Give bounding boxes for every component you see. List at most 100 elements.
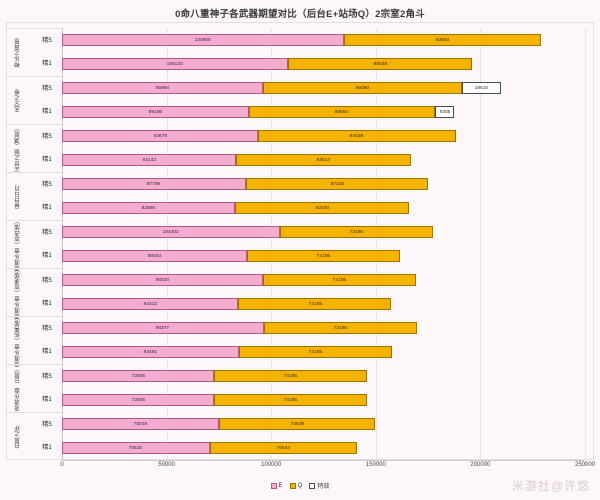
y-tier-label: 精1 (42, 60, 52, 68)
y-category-group: 流浪乐章（0层） 精5 精1 (6, 364, 62, 412)
bar-segment[interactable]: 72605 (62, 370, 214, 382)
y-tier-label: 精5 (42, 132, 52, 140)
y-tier-label: 精5 (42, 84, 52, 92)
y-tier-labels: 精5 精1 (32, 125, 62, 172)
bar-value-label: 83817 (316, 156, 331, 162)
bar-segment[interactable]: 108133 (62, 58, 289, 70)
legend-swatch-icon (270, 482, 277, 489)
y-tier-label: 精5 (42, 276, 52, 284)
bar-value-label: 72605 (131, 372, 145, 378)
bar-segment[interactable]: 95994 (62, 82, 263, 94)
bar-value-label: 9305 (439, 108, 451, 114)
y-category-group: 流浪乐章（攻改版） 精5 精1 (6, 218, 62, 271)
y-tier-labels: 精5 精1 (32, 269, 62, 316)
x-axis-tick-label: 150000 (365, 462, 386, 468)
y-tier-label: 精5 (42, 228, 52, 236)
bar-segment[interactable]: 104302 (62, 226, 281, 238)
legend-item[interactable]: 特效 (309, 481, 329, 490)
bar-segment[interactable]: 87315 (245, 178, 429, 190)
y-tier-label: 精5 (42, 36, 52, 44)
bar-segment[interactable]: 96377 (62, 322, 264, 334)
y-category-label: 流浪乐章（伤害版） (15, 313, 22, 368)
y-category-group: 昼白日月 精5 精1 (6, 172, 62, 220)
bar-segment[interactable]: 83142 (62, 154, 236, 166)
bar-segment[interactable]: 9305 (434, 106, 455, 118)
y-axis-categories: 神乐之真意 精5 精1 天空之卷 精5 精1 尘世之锁（满层） 精5 精1 昼白日月 精5 精1 流浪乐… (6, 28, 62, 460)
bar-value-label: 73195 (283, 396, 298, 402)
y-tier-label: 精1 (42, 444, 52, 452)
legend-item[interactable]: Q (289, 482, 302, 489)
bar-segment[interactable]: 134806 (62, 34, 344, 46)
y-category-group: 流浪乐章（伤害版） 精5 精1 (6, 313, 62, 368)
bar-segment[interactable]: 73195 (238, 346, 392, 358)
bar-value-label: 72605 (131, 396, 145, 402)
bar-segment[interactable]: 93953 (344, 34, 541, 46)
bar-segment[interactable]: 93678 (62, 130, 258, 142)
legend-item[interactable]: E (270, 482, 283, 489)
bar-segment[interactable]: 74538 (218, 418, 375, 430)
bar-segment[interactable]: 88453 (62, 250, 248, 262)
bar-value-label: 75019 (133, 420, 148, 426)
bar-value-label: 70516 (129, 444, 143, 450)
y-tier-labels: 精5 精1 (32, 173, 62, 220)
bar-segment[interactable]: 82930 (235, 202, 409, 214)
bar-segment[interactable]: 84491 (62, 346, 239, 358)
bar-value-label: 96020 (155, 276, 170, 282)
y-tier-labels: 精5 精1 (32, 413, 62, 460)
bar-value-label: 73195 (333, 324, 347, 330)
bar-segment[interactable]: 73195 (262, 274, 416, 286)
bar-segment[interactable]: 82856 (62, 202, 236, 214)
y-tier-label: 精1 (42, 108, 52, 116)
bar-value-label: 84491 (143, 348, 158, 354)
bar-value-label: 73195 (332, 276, 347, 282)
bar-segment[interactable]: 70516 (62, 442, 210, 454)
y-tier-label: 精1 (42, 396, 52, 404)
y-tier-labels: 精5 精1 (32, 365, 62, 412)
bar-value-label: 18610 (474, 84, 488, 90)
chart-legend: E Q 特效 (0, 481, 600, 490)
bar-segment[interactable]: 73195 (280, 226, 434, 238)
legend-swatch-icon (309, 482, 316, 489)
bar-value-label: 93953 (435, 36, 449, 42)
bar-value-label: 70644 (276, 444, 291, 450)
y-category-group: 神乐之真意 精5 精1 (6, 28, 62, 76)
y-category-label: 白辰之环 (15, 424, 22, 449)
bar-segment[interactable]: 87798 (62, 178, 246, 190)
bar-segment[interactable]: 73195 (213, 370, 367, 382)
legend-label: 特效 (317, 484, 330, 490)
bar-series-area: 134806 93953 108133 88038 95994 95080 18610 891… (62, 28, 585, 460)
bar-segment[interactable]: 95080 (262, 82, 462, 94)
y-tier-label: 精5 (42, 372, 52, 380)
bar-segment[interactable]: 89186 (62, 106, 249, 118)
legend-label: E (278, 482, 283, 489)
bar-segment[interactable]: 70644 (209, 442, 358, 454)
bar-segment[interactable]: 83817 (235, 154, 412, 166)
bar-segment[interactable]: 89094 (248, 106, 435, 118)
bar-segment[interactable]: 84312 (62, 298, 239, 310)
bar-segment[interactable]: 96020 (62, 274, 263, 286)
bar-segment[interactable]: 73195 (238, 298, 392, 310)
y-tier-labels: 精5 精1 (32, 221, 62, 268)
x-axis-tick-label: 100000 (261, 462, 282, 468)
bar-segment[interactable]: 18610 (461, 82, 501, 94)
y-tier-label: 精1 (42, 156, 52, 164)
bar-segment[interactable]: 94439 (257, 130, 456, 142)
bar-value-label: 89186 (148, 108, 162, 114)
plot-area-border (6, 22, 594, 460)
watermark: 米游社@许悠 (511, 479, 590, 493)
bar-segment[interactable]: 73195 (263, 322, 417, 334)
chart-title: 0命八重神子各武器期望对比（后台E+站场Q）2宗室2角斗 (175, 9, 425, 20)
bar-value-label: 108133 (167, 60, 184, 66)
bar-segment[interactable]: 73195 (247, 250, 401, 262)
bar-value-label: 87798 (147, 180, 161, 186)
bar-segment[interactable]: 72605 (62, 394, 214, 406)
x-axis-ticks: 0 50000 100000 150000 200000 250000 (60, 462, 595, 476)
y-tier-labels: 精5 精1 (32, 317, 62, 364)
bar-segment[interactable]: 75019 (62, 418, 219, 430)
y-tier-label: 精1 (42, 252, 52, 260)
bar-value-label: 93678 (153, 132, 167, 138)
bar-segment[interactable]: 88038 (288, 58, 473, 70)
bar-value-label: 82930 (315, 204, 329, 210)
bar-segment[interactable]: 73195 (213, 394, 367, 406)
